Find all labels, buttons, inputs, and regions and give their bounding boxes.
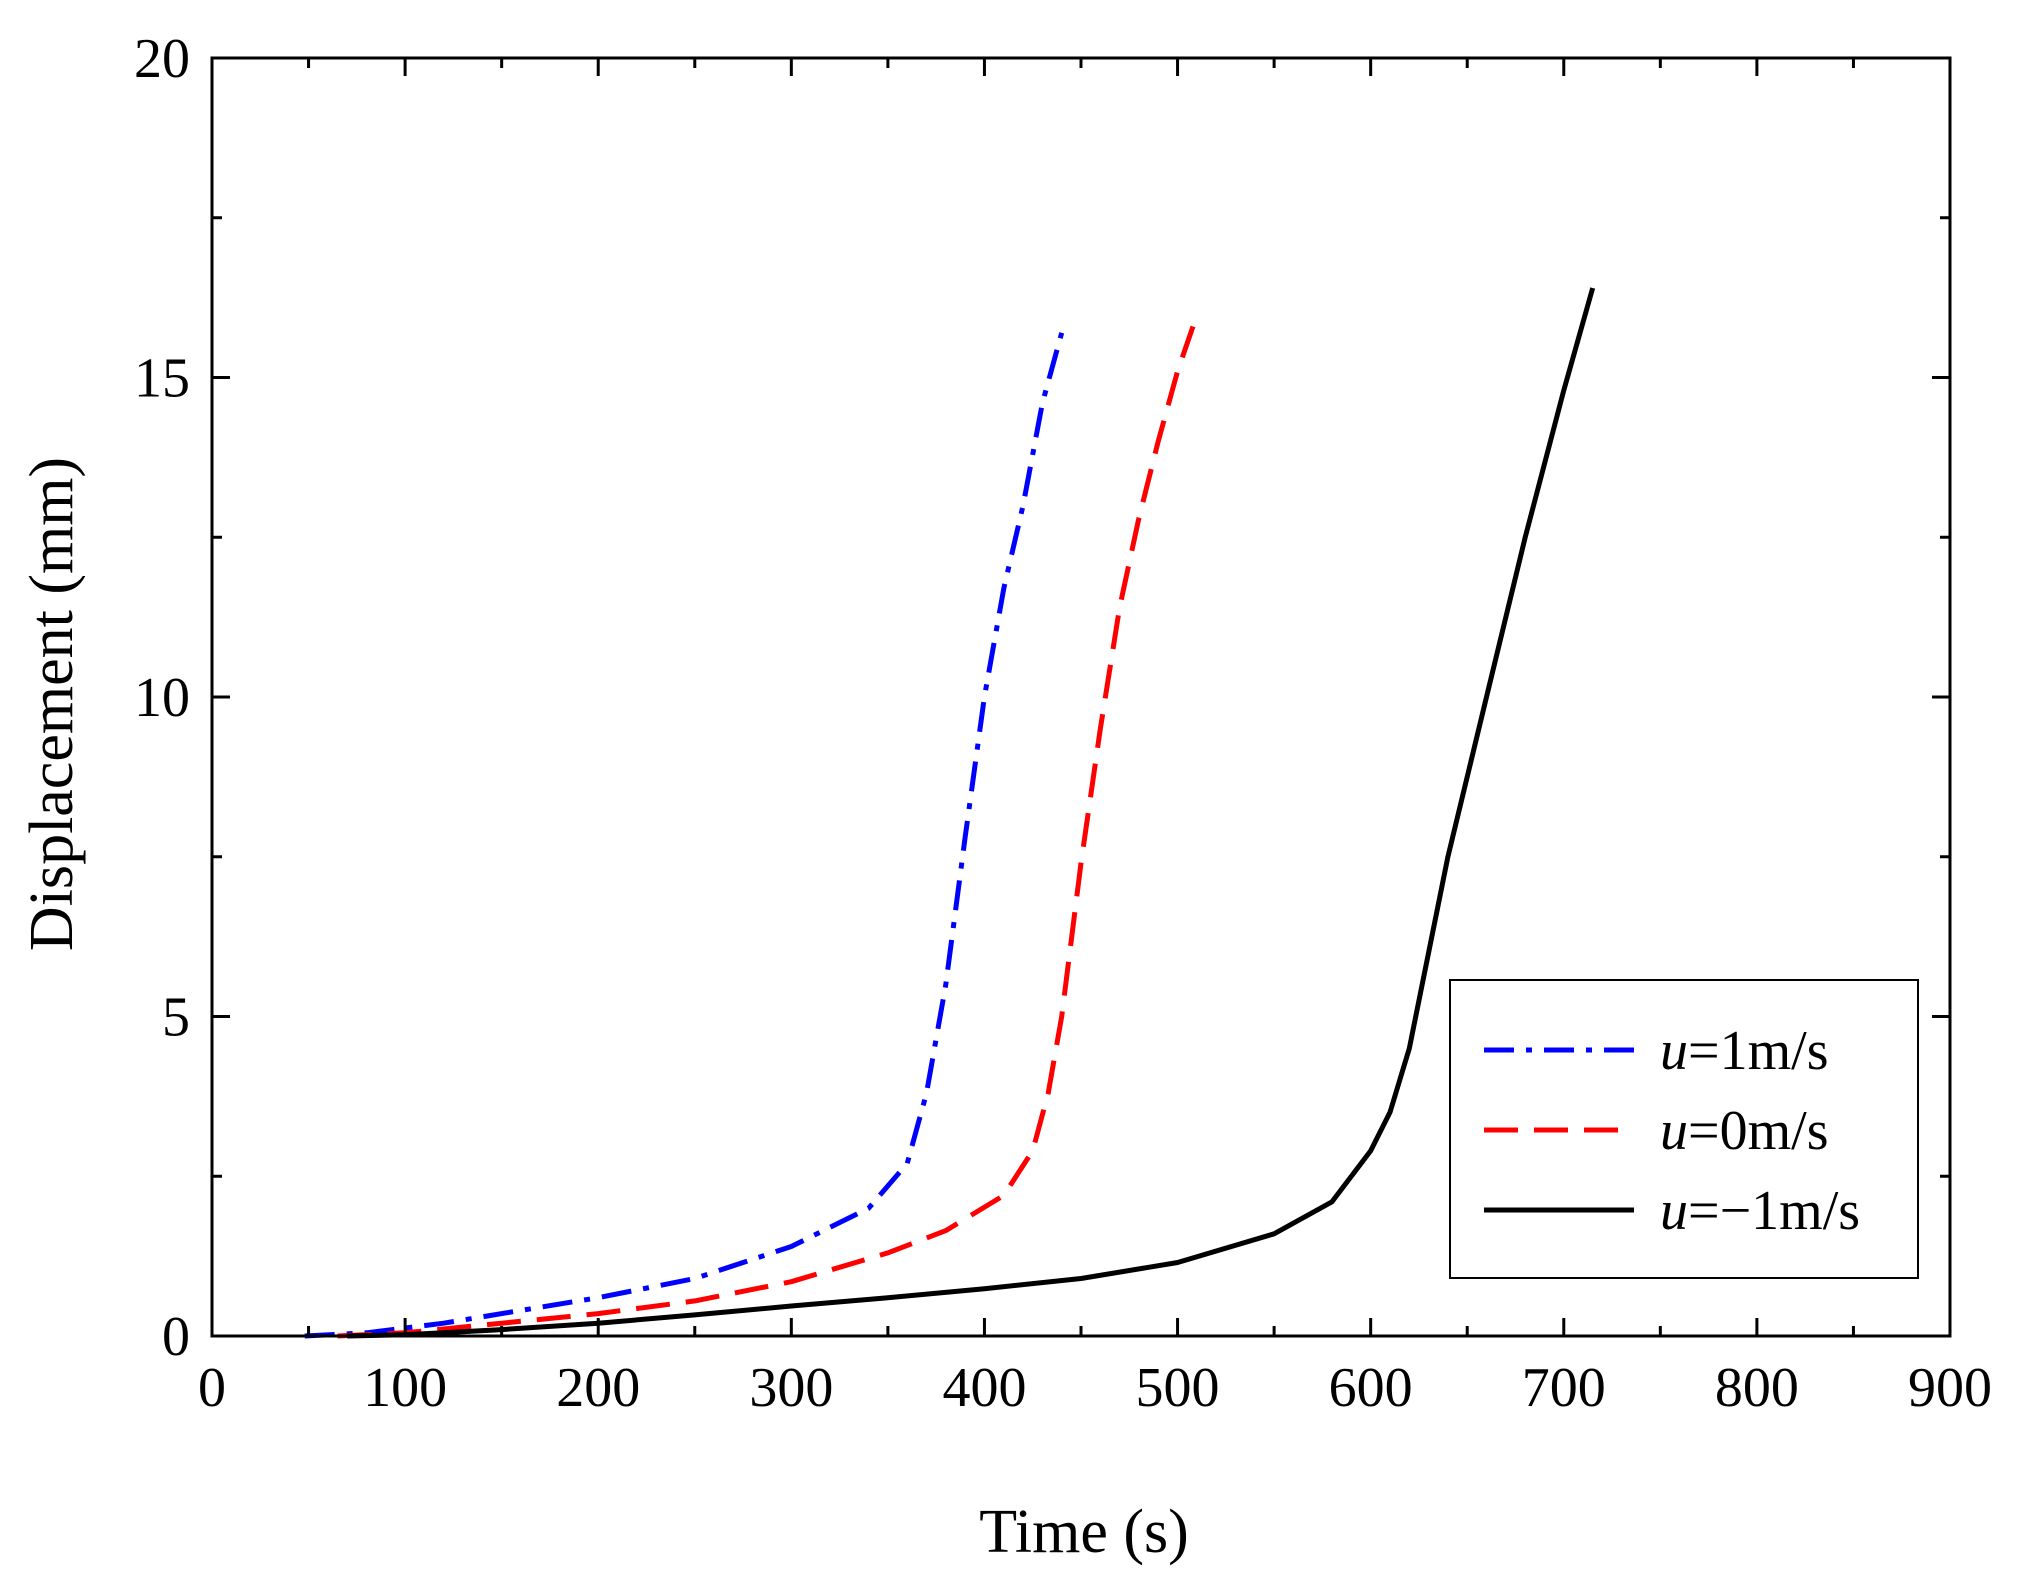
x-tick-label: 700: [1522, 1357, 1606, 1419]
plot-area: [304, 287, 1596, 1339]
x-tick-label: 300: [749, 1357, 833, 1419]
y-tick-label: 5: [162, 987, 190, 1049]
legend-label-1: u=0m/s: [1660, 1100, 1829, 1162]
legend-box: [1449, 979, 1919, 1279]
x-tick-label: 0: [198, 1357, 226, 1419]
y-tick-label: 20: [134, 28, 190, 90]
legend-label-2: u=−1m/s: [1660, 1180, 1860, 1242]
series-line-0: [304, 332, 1065, 1339]
legend: u=1m/s u=0m/s u=−1m/s: [1449, 979, 1919, 1279]
legend-label-0: u=1m/s: [1660, 1020, 1829, 1082]
y-tick-label: 10: [134, 667, 190, 729]
series-line-2: [347, 287, 1596, 1339]
x-tick-label: 900: [1908, 1357, 1992, 1419]
axes: 0 100 200 300 400 500 600 700 800 900 0 5 10 15 20: [134, 28, 1992, 1419]
x-tick-label: 100: [363, 1357, 447, 1419]
y-tick-label: 0: [162, 1306, 190, 1368]
x-tick-label: 400: [942, 1357, 1026, 1419]
x-tick-label: 500: [1136, 1357, 1220, 1419]
y-axis-title: Displacement (mm): [18, 457, 86, 951]
series-line-1: [337, 325, 1196, 1339]
x-axis-title: Time (s): [979, 1498, 1189, 1566]
y-tick-label: 15: [134, 348, 190, 410]
x-tick-label: 600: [1329, 1357, 1413, 1419]
x-tick-label: 800: [1715, 1357, 1799, 1419]
x-tick-label: 200: [556, 1357, 640, 1419]
